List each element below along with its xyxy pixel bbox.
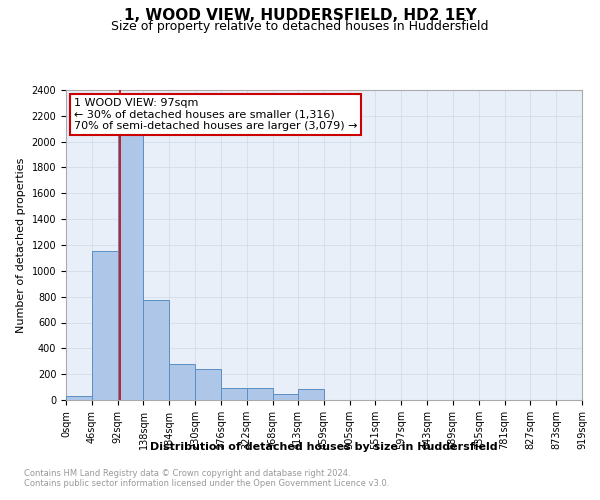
Bar — [143, 300, 169, 400]
Text: Contains HM Land Registry data © Crown copyright and database right 2024.: Contains HM Land Registry data © Crown c… — [24, 468, 350, 477]
Bar — [195, 369, 221, 400]
Y-axis label: Number of detached properties: Number of detached properties — [16, 158, 26, 332]
Text: 1, WOOD VIEW, HUDDERSFIELD, HD2 1EY: 1, WOOD VIEW, HUDDERSFIELD, HD2 1EY — [124, 8, 476, 22]
Text: Contains public sector information licensed under the Open Government Licence v3: Contains public sector information licen… — [24, 478, 389, 488]
Bar — [247, 388, 272, 400]
Text: Distribution of detached houses by size in Huddersfield: Distribution of detached houses by size … — [150, 442, 498, 452]
Bar — [298, 389, 324, 400]
Text: 1 WOOD VIEW: 97sqm
← 30% of detached houses are smaller (1,316)
70% of semi-deta: 1 WOOD VIEW: 97sqm ← 30% of detached hou… — [74, 98, 357, 131]
Bar — [66, 396, 92, 400]
Bar — [92, 252, 118, 400]
Bar — [118, 116, 143, 400]
Bar — [221, 388, 247, 400]
Bar — [272, 394, 298, 400]
Text: Size of property relative to detached houses in Huddersfield: Size of property relative to detached ho… — [111, 20, 489, 33]
Bar — [169, 364, 195, 400]
